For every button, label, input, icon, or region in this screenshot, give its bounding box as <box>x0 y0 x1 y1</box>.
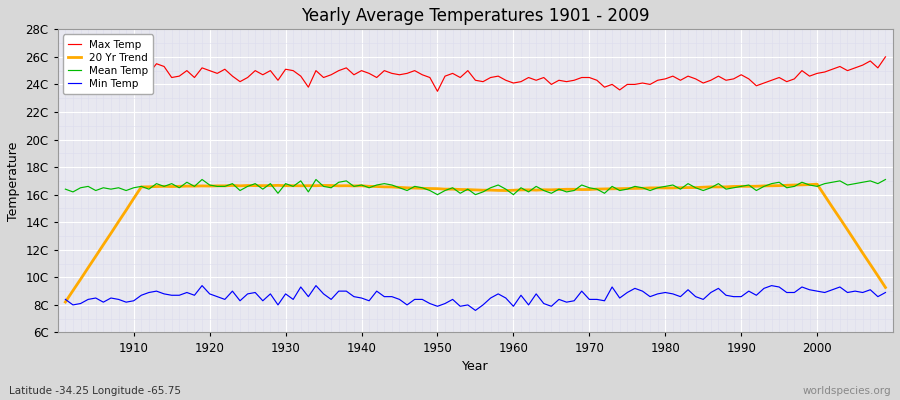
Text: worldspecies.org: worldspecies.org <box>803 386 891 396</box>
Mean Temp <box>432 192 443 197</box>
Min Temp <box>470 308 481 313</box>
Mean Temp <box>523 190 534 194</box>
Min Temp <box>516 293 526 298</box>
Mean Temp <box>880 177 891 182</box>
Mean Temp <box>197 177 208 182</box>
Min Temp <box>60 297 71 302</box>
Max Temp <box>516 79 526 84</box>
20 Yr Trend <box>288 183 299 188</box>
Max Temp <box>432 89 443 94</box>
Max Temp <box>333 68 344 73</box>
Min Temp <box>880 290 891 295</box>
X-axis label: Year: Year <box>462 360 489 373</box>
Min Temp <box>341 289 352 294</box>
20 Yr Trend <box>333 184 344 188</box>
Line: Mean Temp: Mean Temp <box>66 180 886 195</box>
Line: Min Temp: Min Temp <box>66 286 886 310</box>
Legend: Max Temp, 20 Yr Trend, Mean Temp, Min Temp: Max Temp, 20 Yr Trend, Mean Temp, Min Te… <box>63 34 153 94</box>
Max Temp <box>60 38 71 43</box>
Min Temp <box>295 284 306 289</box>
Max Temp <box>121 70 131 74</box>
Mean Temp <box>516 185 526 190</box>
Line: 20 Yr Trend: 20 Yr Trend <box>66 184 886 302</box>
Mean Temp <box>615 188 626 193</box>
Min Temp <box>615 296 626 300</box>
Y-axis label: Temperature: Temperature <box>7 141 20 220</box>
Mean Temp <box>295 178 306 183</box>
Line: Max Temp: Max Temp <box>66 40 886 91</box>
20 Yr Trend <box>880 285 891 290</box>
Mean Temp <box>341 178 352 183</box>
Min Temp <box>197 283 208 288</box>
Max Temp <box>880 54 891 59</box>
Mean Temp <box>60 187 71 192</box>
Max Temp <box>508 81 518 86</box>
Mean Temp <box>121 188 131 193</box>
Title: Yearly Average Temperatures 1901 - 2009: Yearly Average Temperatures 1901 - 2009 <box>302 7 650 25</box>
20 Yr Trend <box>121 208 131 213</box>
Min Temp <box>121 300 131 304</box>
Text: Latitude -34.25 Longitude -65.75: Latitude -34.25 Longitude -65.75 <box>9 386 181 396</box>
20 Yr Trend <box>812 182 823 186</box>
Min Temp <box>523 302 534 307</box>
20 Yr Trend <box>508 188 518 193</box>
20 Yr Trend <box>500 188 511 193</box>
20 Yr Trend <box>60 300 71 304</box>
Max Temp <box>288 68 299 73</box>
20 Yr Trend <box>599 186 610 191</box>
Max Temp <box>607 82 617 87</box>
